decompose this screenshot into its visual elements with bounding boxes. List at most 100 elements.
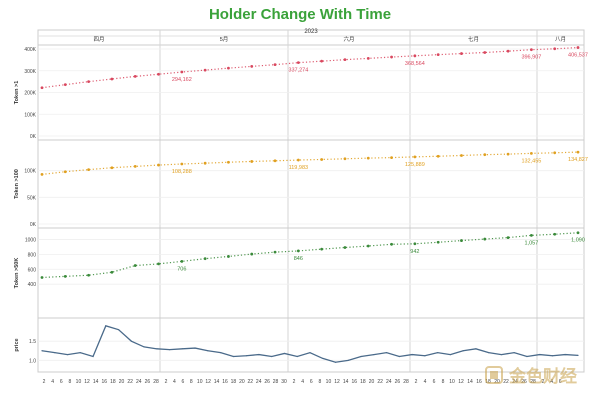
data-point [110,77,114,81]
data-point [63,170,67,174]
price-point [181,348,183,350]
x-tick-label: 18 [360,379,366,385]
price-point [232,355,235,358]
y-axis-label: Token >100 [14,169,20,199]
price-point [539,353,541,356]
series-line [41,232,579,279]
month-label: 六月 [343,35,354,43]
x-tick-label: 4 [301,379,304,385]
data-point [483,153,487,157]
y-tick-label: 300K [24,69,36,75]
x-tick-label: 8 [68,379,71,385]
x-tick-label: 4 [550,379,553,385]
x-tick-label: 26 [145,379,151,385]
price-point [130,340,132,342]
y-tick-label: 800 [28,252,37,258]
x-tick-label: 6 [60,379,63,385]
x-tick-label: 4 [173,379,176,385]
data-point [203,68,207,72]
price-point [577,354,579,356]
data-point [436,154,440,158]
data-point [227,160,230,164]
data-label: 134,827 [568,157,588,163]
x-tick-label: 2 [165,379,168,385]
price-point [385,352,388,354]
data-point [529,233,533,237]
data-point [483,51,487,54]
x-tick-label: 16 [352,379,358,385]
data-point [40,86,44,90]
data-point [529,151,533,155]
x-tick-label: 20 [239,379,245,385]
data-point [63,274,67,278]
price-line [41,325,579,363]
data-point [40,173,44,176]
price-point [488,352,490,354]
data-point [63,83,67,87]
data-point [40,276,44,279]
price-point [437,352,439,354]
data-point [250,252,254,256]
x-tick-label: 12 [205,379,211,385]
price-point [309,352,311,354]
data-point [320,247,324,251]
y-tick-label: 1000 [25,237,36,243]
x-tick-label: 4 [51,379,54,385]
x-tick-label: 10 [197,379,203,385]
x-tick-label: 16 [476,379,482,385]
price-point [373,353,375,356]
x-tick-label: 16 [222,379,228,385]
x-tick-label: 26 [264,379,270,385]
data-point [157,262,160,266]
price-point [66,353,69,356]
x-tick-label: 22 [503,379,509,385]
x-tick-label: 8 [190,379,193,385]
price-point [296,355,298,358]
data-point [203,161,207,165]
data-point [460,52,463,55]
x-tick-label: 10 [326,379,332,385]
data-point [553,232,557,236]
y-tick-label: 1.0 [29,358,36,364]
data-point [296,61,300,65]
x-tick-label: 14 [214,379,220,385]
x-tick-label: 22 [248,379,254,385]
month-label: 八月 [555,36,566,43]
x-tick-label: 8 [442,379,445,385]
x-tick-label: 28 [273,379,279,385]
data-point [343,58,347,62]
price-point [169,349,171,351]
data-point [296,249,300,253]
price-point [462,350,464,352]
data-point [273,63,277,67]
data-label: 706 [177,266,186,272]
price-point [551,355,554,357]
price-point [41,350,43,352]
price-point [322,357,324,360]
x-tick-label: 24 [386,379,392,385]
price-point [207,350,209,352]
data-point [576,231,580,235]
x-tick-label: 24 [512,379,518,385]
data-point [576,46,580,49]
data-point [413,242,417,246]
data-point [157,163,160,167]
data-point [133,165,137,168]
price-point [245,355,247,357]
x-tick-label: 12 [84,379,90,385]
price-point [79,352,81,354]
watermark-text: 金色财经 [509,367,577,387]
data-point [436,240,440,244]
data-point [390,242,393,246]
x-tick-label: 6 [310,379,313,385]
data-point [576,150,580,154]
price-point [500,353,503,356]
x-tick-label: 6 [559,379,562,385]
x-tick-label: 22 [377,379,383,385]
x-tick-label: 10 [76,379,82,385]
x-tick-label: 6 [181,379,184,385]
data-point [460,154,463,157]
x-tick-label: 18 [110,379,116,385]
y-tick-label: 0K [30,222,37,228]
data-label: 396,907 [521,55,541,61]
